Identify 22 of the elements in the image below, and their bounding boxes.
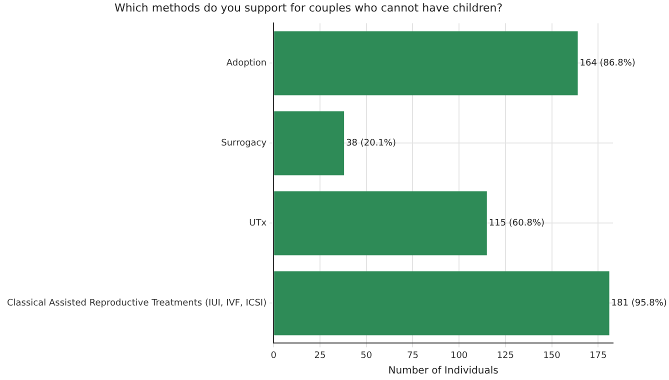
x-tick-label: 50	[360, 350, 372, 361]
y-tick-label: UTx	[249, 218, 268, 229]
y-tick-label: Adoption	[226, 58, 267, 69]
x-tick-label: 100	[450, 350, 468, 361]
x-tick-label: 0	[270, 350, 277, 361]
x-tick-label: 75	[406, 350, 418, 361]
data-label: 164 (86.8%)	[580, 58, 636, 69]
data-label: 38 (20.1%)	[346, 138, 396, 149]
y-tick-label: Surrogacy	[221, 138, 268, 149]
x-tick-label: 150	[543, 350, 561, 361]
x-axis-title: Number of Individuals	[388, 366, 498, 377]
data-label: 181 (95.8%)	[611, 298, 667, 309]
bar	[274, 31, 578, 96]
bar	[274, 271, 610, 336]
y-tick-label: Classical Assisted Reproductive Treatments (IUI, IVF, ICSI)	[7, 298, 267, 309]
bar	[274, 111, 344, 176]
chart-title: Which methods do you support for couples who cannot have children?	[114, 1, 503, 14]
x-tick-label: 25	[314, 350, 326, 361]
bar	[274, 191, 487, 256]
x-tick-label: 125	[496, 350, 514, 361]
data-label: 115 (60.8%)	[488, 218, 545, 229]
x-tick-label: 175	[590, 350, 607, 361]
